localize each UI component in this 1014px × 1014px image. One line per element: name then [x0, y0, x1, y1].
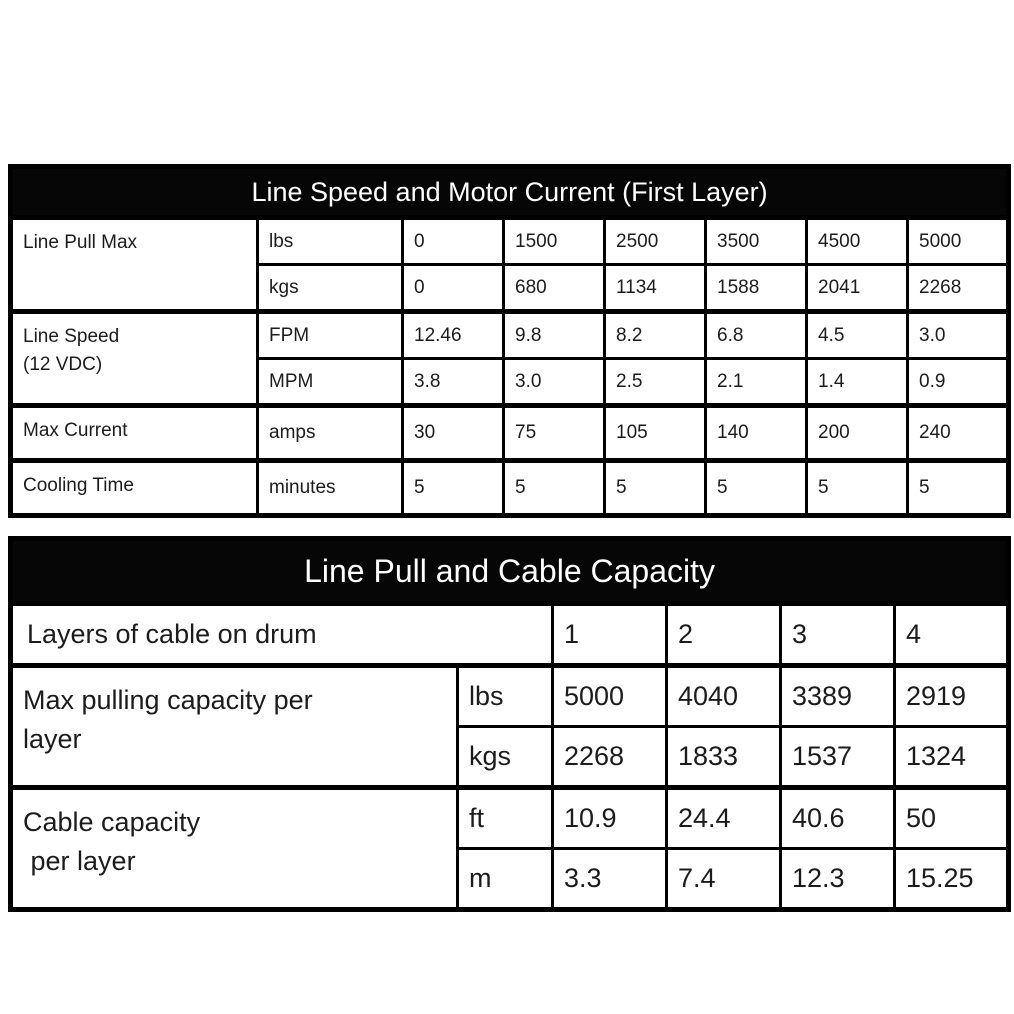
value-cell: 40.6 — [779, 785, 896, 850]
line-speed-motor-current-table: Line Speed and Motor Current (First Laye… — [8, 164, 1012, 518]
unit-cell: lbs — [456, 663, 554, 728]
value-cell: 0 — [401, 215, 505, 266]
value-cell: 5000 — [551, 663, 668, 728]
table-row: kgs 0 680 1134 1588 2041 2268 — [11, 263, 1011, 313]
page-container: Line Speed and Motor Current (First Laye… — [8, 164, 1012, 912]
value-cell: 7.4 — [665, 847, 782, 911]
table-row: Line Speed (12 VDC) FPM 12.46 9.8 8.2 6.… — [9, 309, 1011, 407]
row-label-cooling-time: Cooling Time — [9, 458, 259, 517]
row-label-line-pull-max: Line Pull Max — [9, 215, 259, 313]
value-cell: 2.1 — [704, 357, 808, 407]
value-cell: 1 — [551, 601, 668, 667]
value-cell: 4.5 — [805, 309, 909, 360]
line-pull-cable-capacity-table: Line Pull and Cable Capacity Layers of c… — [8, 536, 1012, 912]
value-cell: 15.25 — [892, 847, 1011, 911]
value-cell: 1324 — [892, 725, 1011, 789]
value-cell: 1588 — [704, 263, 808, 313]
value-cell: 2 — [665, 601, 782, 667]
value-cell: 5 — [905, 458, 1011, 517]
value-cell: 1537 — [779, 725, 896, 789]
value-cell: 12.3 — [779, 847, 896, 911]
value-cell: 2268 — [905, 263, 1011, 313]
table-row: Max Current amps 30 75 105 140 200 240 — [9, 403, 1011, 462]
value-cell: 1500 — [502, 215, 606, 266]
value-cell: 1134 — [603, 263, 707, 313]
value-cell: 3500 — [704, 215, 808, 266]
value-cell: 3.8 — [401, 357, 505, 407]
value-cell: 30 — [401, 403, 505, 462]
value-cell: 12.46 — [401, 309, 505, 360]
unit-cell: FPM — [256, 309, 404, 360]
value-cell: 140 — [704, 403, 808, 462]
table-row: MPM 3.8 3.0 2.5 2.1 1.4 0.9 — [11, 357, 1011, 407]
value-cell: 2919 — [892, 663, 1011, 728]
value-cell: 3.0 — [502, 357, 606, 407]
table-row: m 3.3 7.4 12.3 15.25 — [11, 847, 1011, 911]
value-cell: 1833 — [665, 725, 782, 789]
table-row: Cable capacity per layer ft 10.9 24.4 40… — [9, 785, 1011, 911]
table1-title: Line Speed and Motor Current (First Laye… — [8, 165, 1011, 219]
value-cell: 4040 — [665, 663, 782, 728]
row-label-max-pulling-capacity: Max pulling capacity per layer — [9, 663, 459, 789]
value-cell: 680 — [502, 263, 606, 313]
row-label-max-current: Max Current — [9, 403, 259, 462]
table-row: Line Pull Max lbs 0 1500 2500 3500 4500 … — [9, 215, 1011, 313]
unit-cell: m — [456, 847, 554, 911]
value-cell: 24.4 — [665, 785, 782, 850]
value-cell: 4 — [892, 601, 1011, 667]
value-cell: 0 — [401, 263, 505, 313]
value-cell: 105 — [603, 403, 707, 462]
value-cell: 10.9 — [551, 785, 668, 850]
value-cell: 5 — [704, 458, 808, 517]
value-cell: 5 — [603, 458, 707, 517]
table2-title-row: Line Pull and Cable Capacity — [8, 537, 1011, 605]
value-cell: 75 — [502, 403, 606, 462]
value-cell: 2.5 — [603, 357, 707, 407]
table-row: kgs 2268 1833 1537 1324 — [11, 725, 1011, 789]
value-cell: 2500 — [603, 215, 707, 266]
value-cell: 8.2 — [603, 309, 707, 360]
value-cell: 5000 — [905, 215, 1011, 266]
value-cell: 200 — [805, 403, 909, 462]
unit-cell: ft — [456, 785, 554, 850]
value-cell: 0.9 — [905, 357, 1011, 407]
row-label-layers-of-cable: Layers of cable on drum — [9, 601, 554, 667]
value-cell: 9.8 — [502, 309, 606, 360]
unit-cell: minutes — [256, 458, 404, 517]
value-cell: 3 — [779, 601, 896, 667]
table-row: Cooling Time minutes 5 5 5 5 5 5 — [9, 458, 1011, 517]
value-cell: 3389 — [779, 663, 896, 728]
unit-cell: kgs — [256, 263, 404, 313]
unit-cell: amps — [256, 403, 404, 462]
value-cell: 2268 — [551, 725, 668, 789]
value-cell: 5 — [805, 458, 909, 517]
value-cell: 5 — [502, 458, 606, 517]
table2-title: Line Pull and Cable Capacity — [8, 537, 1011, 605]
row-label-line-speed: Line Speed (12 VDC) — [9, 309, 259, 407]
unit-cell: MPM — [256, 357, 404, 407]
table1-title-row: Line Speed and Motor Current (First Laye… — [8, 165, 1011, 219]
unit-cell: kgs — [456, 725, 554, 789]
unit-cell: lbs — [256, 215, 404, 266]
row-label-cable-capacity: Cable capacity per layer — [9, 785, 459, 911]
value-cell: 1.4 — [805, 357, 909, 407]
value-cell: 5 — [401, 458, 505, 517]
value-cell: 3.0 — [905, 309, 1011, 360]
value-cell: 6.8 — [704, 309, 808, 360]
value-cell: 50 — [892, 785, 1011, 850]
table-row: Layers of cable on drum 1 2 3 4 — [9, 601, 1011, 667]
value-cell: 240 — [905, 403, 1011, 462]
table-row: Max pulling capacity per layer lbs 5000 … — [9, 663, 1011, 789]
value-cell: 2041 — [805, 263, 909, 313]
value-cell: 4500 — [805, 215, 909, 266]
value-cell: 3.3 — [551, 847, 668, 911]
